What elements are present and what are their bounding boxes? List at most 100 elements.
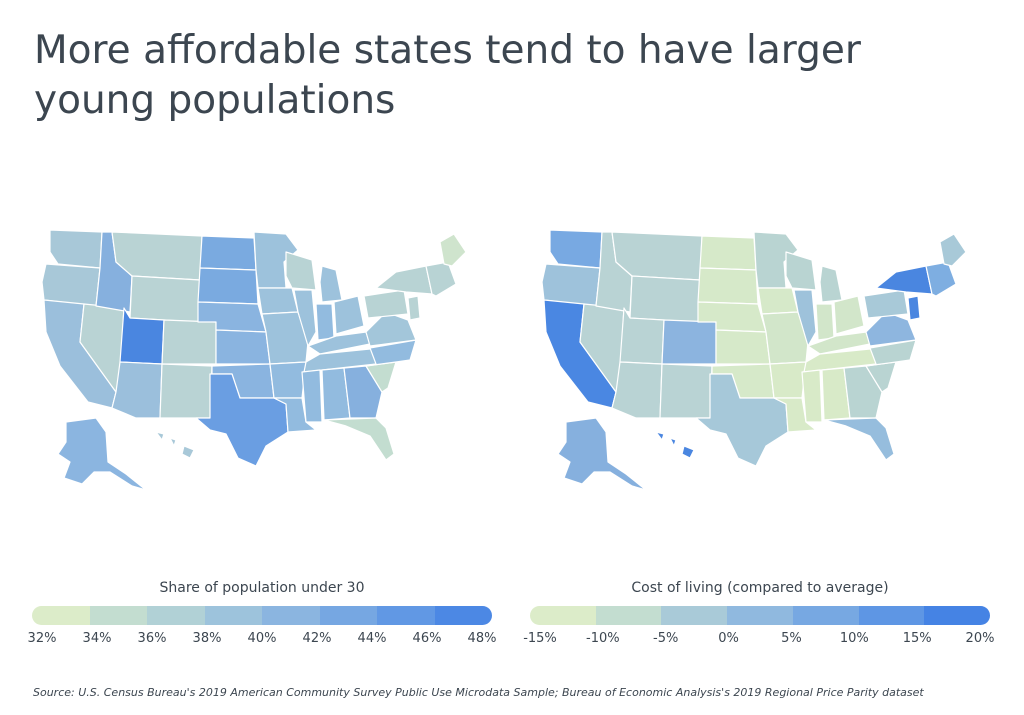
legend-swatch [319, 606, 377, 625]
state-wyoming [129, 275, 201, 323]
state-georgia [843, 365, 883, 419]
legend-cost-of-living: Cost of living (compared to average) -15… [523, 580, 994, 651]
state-texas [195, 373, 289, 467]
legend-swatch [204, 606, 262, 625]
state-hawaii [655, 431, 695, 459]
legend-tick-label: 38% [192, 631, 222, 646]
state-ohio [833, 295, 865, 335]
legend-swatch [858, 606, 925, 625]
legend-tick-labels: -15% -10% -5% 0% 5% 10% 15% 20% [523, 631, 994, 651]
state-michigan [819, 265, 843, 303]
legend-share-under-30: Share of population under 30 32% 34% 36% 38… [28, 580, 497, 651]
state-new-york [375, 265, 433, 295]
legend-tick-labels: 32% 34% 36% 38% 40% 42% 44% 46% 48% [28, 631, 497, 651]
state-florida [323, 417, 395, 461]
state-iowa [757, 287, 799, 315]
state-alaska [557, 417, 647, 491]
state-mississippi [801, 369, 823, 423]
state-south-dakota [697, 267, 759, 305]
state-oregon [541, 263, 601, 307]
legend-tick-label: 5% [781, 631, 802, 646]
state-colorado [161, 319, 217, 365]
state-louisiana [273, 397, 317, 433]
legend-tick-label: 42% [302, 631, 332, 646]
legend-tick-label: 46% [412, 631, 442, 646]
state-arkansas [769, 361, 807, 399]
legend-tick-label: 40% [247, 631, 277, 646]
state-wyoming [629, 275, 701, 323]
state-wisconsin [285, 251, 317, 291]
state-arkansas [269, 361, 307, 399]
legend-tick-label: 15% [902, 631, 932, 646]
legend-tick-label: 34% [82, 631, 112, 646]
legend-swatch [32, 606, 90, 625]
state-maine [439, 233, 467, 267]
state-alaska [57, 417, 147, 491]
state-colorado [661, 319, 717, 365]
state-ohio [333, 295, 365, 335]
legend-swatch [434, 606, 492, 625]
state-indiana [315, 303, 335, 341]
legend-swatch [147, 606, 205, 625]
legend-tick-label: 10% [839, 631, 869, 646]
map-share-under-30 [36, 222, 496, 497]
state-mississippi [301, 369, 323, 423]
state-hawaii [155, 431, 195, 459]
legend-tick-label: 44% [357, 631, 387, 646]
state-florida [823, 417, 895, 461]
state-arizona [611, 361, 663, 419]
legend-swatch [661, 606, 728, 625]
state-pennsylvania [863, 289, 909, 319]
legend-tick-label: 36% [137, 631, 167, 646]
legend-swatch [595, 606, 662, 625]
legend-color-scale [530, 606, 990, 625]
state-illinois [293, 289, 317, 347]
legend-swatch [530, 606, 596, 625]
state-texas [695, 373, 789, 467]
state-washington [49, 229, 103, 269]
state-north-dakota [199, 235, 257, 271]
state-oregon [41, 263, 101, 307]
state-south-dakota [197, 267, 259, 305]
state-new-jersey [407, 295, 421, 321]
us-map-cost-of-living [541, 229, 967, 491]
legend-tick-label: -5% [653, 631, 679, 646]
legend-swatch [262, 606, 320, 625]
chart-title: More affordable states tend to have larg… [34, 28, 861, 123]
state-georgia [343, 365, 383, 419]
state-new-mexico [159, 363, 213, 419]
state-wisconsin [785, 251, 817, 291]
state-michigan [319, 265, 343, 303]
source-note: Source: U.S. Census Bureau's 2019 Americ… [33, 686, 924, 699]
state-pennsylvania [363, 289, 409, 319]
legend-color-scale [32, 606, 492, 625]
state-arizona [111, 361, 163, 419]
state-minnesota [753, 231, 799, 289]
state-louisiana [773, 397, 817, 433]
legend-tick-label: -15% [523, 631, 557, 646]
legend-swatch [89, 606, 147, 625]
state-new-york [875, 265, 933, 295]
legend-tick-label: 48% [467, 631, 497, 646]
state-kansas [215, 329, 271, 365]
legend-swatch [924, 606, 990, 625]
state-illinois [793, 289, 817, 347]
state-maine [939, 233, 967, 267]
map-cost-of-living [536, 222, 996, 497]
state-new-jersey [907, 295, 921, 321]
legend-tick-label: 0% [718, 631, 739, 646]
legend-swatch [377, 606, 435, 625]
state-new-mexico [659, 363, 713, 419]
state-north-dakota [699, 235, 757, 271]
state-minnesota [253, 231, 299, 289]
state-iowa [257, 287, 299, 315]
legend-tick-label: -10% [586, 631, 620, 646]
state-washington [549, 229, 603, 269]
legend-swatch [727, 606, 793, 625]
legend-swatch [792, 606, 859, 625]
legend-title: Share of population under 30 [159, 580, 365, 596]
us-map-young-population [41, 229, 467, 491]
state-kansas [715, 329, 771, 365]
legend-tick-label: 20% [965, 631, 995, 646]
legend-title: Cost of living (compared to average) [631, 580, 889, 596]
